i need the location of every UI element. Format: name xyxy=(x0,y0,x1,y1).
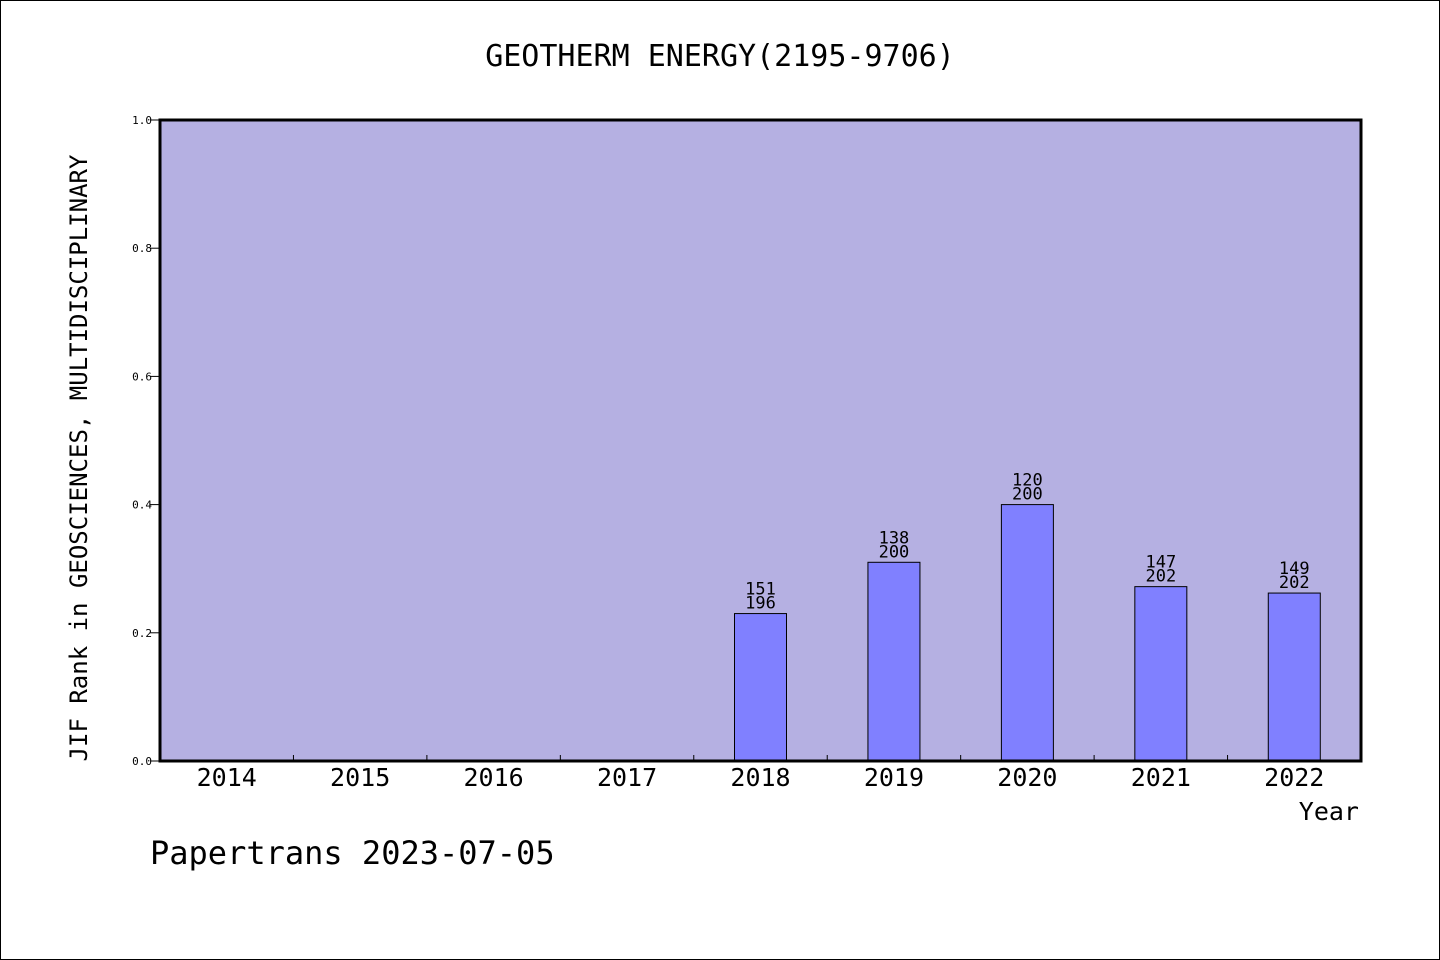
y-tick-label: 1.0 xyxy=(132,114,152,127)
y-axis-label: JIF Rank in GEOSCIENCES, MULTIDISCIPLINA… xyxy=(65,154,93,761)
bar-total-label: 200 xyxy=(879,542,910,562)
bar-rank-label: 120 xyxy=(1012,471,1043,491)
bar-total-label: 196 xyxy=(745,594,776,614)
x-axis-label: Year xyxy=(1299,797,1359,826)
bar xyxy=(734,613,787,762)
y-tick-label: 0.0 xyxy=(132,755,152,768)
chart-title: GEOTHERM ENERGY(2195-9706) xyxy=(485,39,955,74)
bar-total-label: 200 xyxy=(1012,485,1043,505)
bar-total-label: 202 xyxy=(1279,573,1310,593)
y-tick-label: 0.4 xyxy=(132,499,152,512)
x-tick-label: 2017 xyxy=(597,763,657,792)
y-tick-label: 0.6 xyxy=(132,370,152,383)
y-tick-label: 0.8 xyxy=(132,242,152,255)
plot-border xyxy=(158,118,1363,763)
x-tick-label: 2015 xyxy=(330,763,390,792)
x-tick-label: 2018 xyxy=(730,763,790,792)
y-tick-label: 0.2 xyxy=(132,627,152,640)
bar-rank-label: 151 xyxy=(745,580,776,600)
bar xyxy=(1134,586,1188,762)
x-tick-label: 2014 xyxy=(197,763,257,792)
x-tick-label: 2021 xyxy=(1131,763,1191,792)
bar-rank-label: 138 xyxy=(879,528,910,548)
bar xyxy=(1267,592,1321,762)
bar xyxy=(1000,504,1054,762)
x-tick-label: 2020 xyxy=(997,763,1057,792)
x-tick-label: 2022 xyxy=(1264,763,1324,792)
bar-rank-label: 149 xyxy=(1279,559,1310,579)
bar-rank-label: 147 xyxy=(1145,553,1176,573)
footer-credit: Papertrans 2023-07-05 xyxy=(150,834,555,872)
x-tick-label: 2019 xyxy=(864,763,924,792)
bar xyxy=(867,561,921,762)
x-tick-label: 2016 xyxy=(464,763,524,792)
bar-total-label: 202 xyxy=(1145,567,1176,587)
